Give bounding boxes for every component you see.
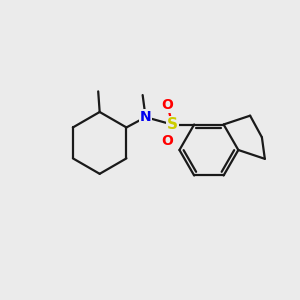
- Text: S: S: [167, 117, 178, 132]
- Text: O: O: [162, 98, 174, 112]
- Text: O: O: [162, 134, 174, 148]
- Text: N: N: [140, 110, 152, 124]
